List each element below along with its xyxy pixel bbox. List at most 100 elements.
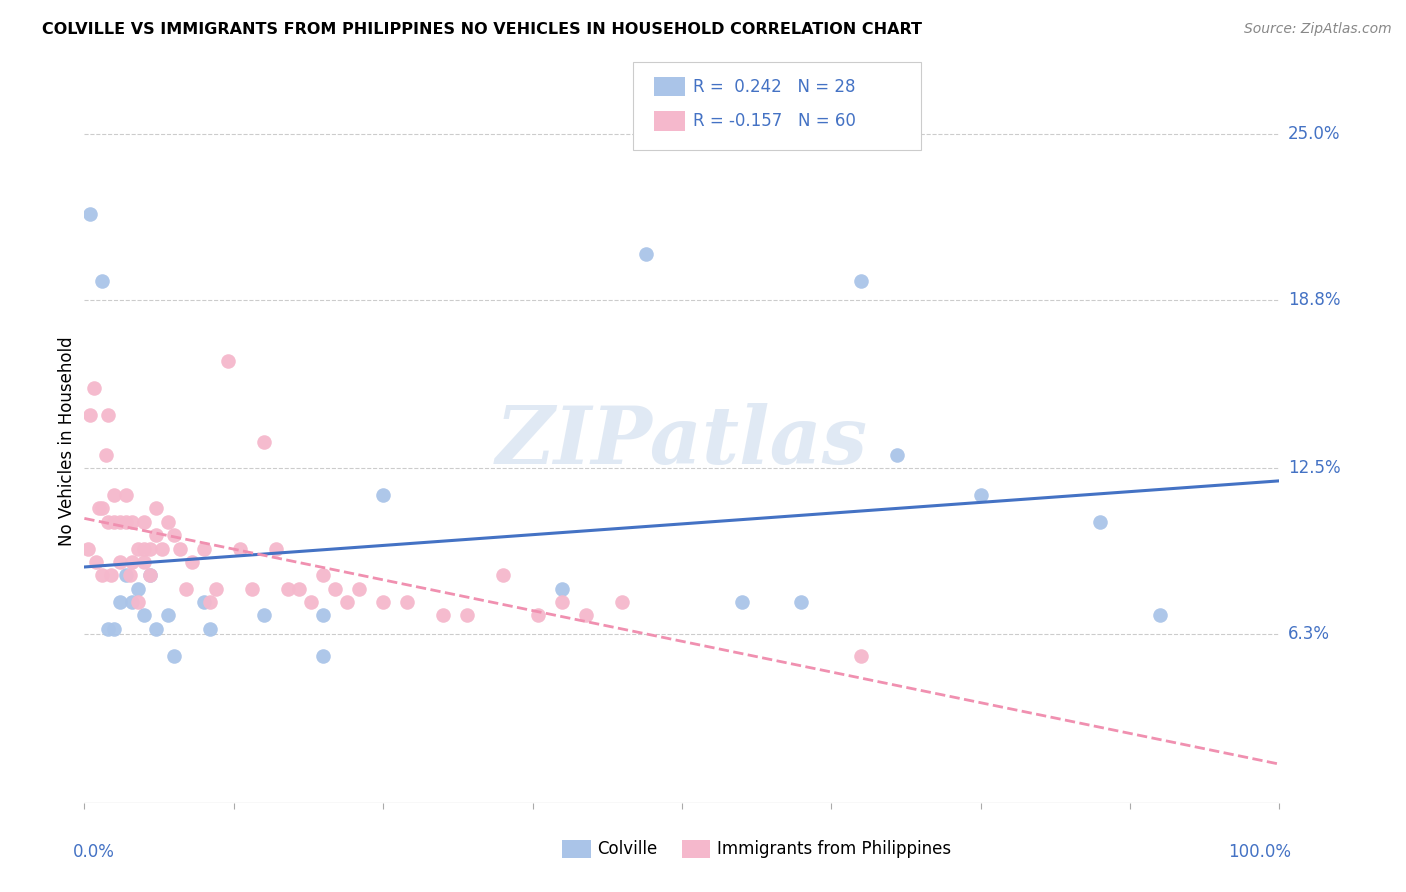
Text: COLVILLE VS IMMIGRANTS FROM PHILIPPINES NO VEHICLES IN HOUSEHOLD CORRELATION CHA: COLVILLE VS IMMIGRANTS FROM PHILIPPINES … xyxy=(42,22,922,37)
Point xyxy=(288,582,311,596)
Text: 6.3%: 6.3% xyxy=(1288,625,1330,643)
Point xyxy=(139,568,162,582)
Point xyxy=(86,555,108,569)
Text: R =  0.242   N = 28: R = 0.242 N = 28 xyxy=(693,78,856,95)
Text: 18.8%: 18.8% xyxy=(1288,291,1340,309)
Point xyxy=(373,595,395,609)
Point xyxy=(110,515,132,529)
Point xyxy=(139,541,162,556)
Point xyxy=(492,568,515,582)
Point xyxy=(851,274,873,288)
Point xyxy=(163,528,186,542)
Point xyxy=(79,207,101,221)
Point xyxy=(193,595,215,609)
Text: 100.0%: 100.0% xyxy=(1229,843,1292,861)
Point xyxy=(103,622,125,636)
Point xyxy=(115,515,138,529)
Point xyxy=(94,448,117,462)
Point xyxy=(127,541,149,556)
Point xyxy=(121,595,143,609)
Text: R = -0.157   N = 60: R = -0.157 N = 60 xyxy=(693,112,856,130)
Point xyxy=(336,595,359,609)
Point xyxy=(121,555,143,569)
Point xyxy=(325,582,347,596)
Point xyxy=(174,582,197,596)
Point xyxy=(169,541,191,556)
Text: 25.0%: 25.0% xyxy=(1288,125,1340,143)
Point xyxy=(91,274,114,288)
Point xyxy=(312,648,335,663)
Point xyxy=(97,408,120,422)
Point xyxy=(636,247,658,261)
Point xyxy=(193,541,215,556)
Point xyxy=(115,488,138,502)
Point xyxy=(970,488,993,502)
Point xyxy=(198,622,221,636)
Point xyxy=(163,648,186,663)
Point xyxy=(181,555,204,569)
Point xyxy=(132,515,156,529)
Point xyxy=(110,595,132,609)
Point xyxy=(1149,608,1171,623)
Point xyxy=(79,408,101,422)
Point xyxy=(551,582,574,596)
Point xyxy=(312,568,335,582)
Y-axis label: No Vehicles in Household: No Vehicles in Household xyxy=(58,336,76,547)
Point xyxy=(396,595,419,609)
Point xyxy=(575,608,598,623)
Point xyxy=(145,622,167,636)
Point xyxy=(157,515,180,529)
Point xyxy=(91,568,114,582)
Point xyxy=(373,488,395,502)
Point xyxy=(145,528,167,542)
Point xyxy=(118,568,141,582)
Text: ZIPatlas: ZIPatlas xyxy=(496,403,868,480)
Text: Immigrants from Philippines: Immigrants from Philippines xyxy=(717,840,952,858)
Point xyxy=(100,568,122,582)
Point xyxy=(264,541,287,556)
Point xyxy=(87,501,110,516)
Point xyxy=(527,608,550,623)
Point xyxy=(456,608,478,623)
Point xyxy=(217,354,239,368)
Point xyxy=(312,608,335,623)
Point xyxy=(731,595,754,609)
Point xyxy=(198,595,221,609)
Point xyxy=(139,568,162,582)
Point xyxy=(790,595,813,609)
Point xyxy=(432,608,454,623)
Point xyxy=(127,582,149,596)
Point xyxy=(253,608,276,623)
Point xyxy=(91,501,114,516)
Point xyxy=(229,541,252,556)
Point xyxy=(1090,515,1112,529)
Point xyxy=(121,515,143,529)
Text: 0.0%: 0.0% xyxy=(73,843,114,861)
Point xyxy=(551,595,574,609)
Point xyxy=(132,555,156,569)
Point xyxy=(127,595,149,609)
Text: Colville: Colville xyxy=(598,840,658,858)
Text: Source: ZipAtlas.com: Source: ZipAtlas.com xyxy=(1244,22,1392,37)
Point xyxy=(103,515,125,529)
Point xyxy=(240,582,263,596)
Point xyxy=(110,555,132,569)
Point xyxy=(301,595,323,609)
Point xyxy=(132,541,156,556)
Point xyxy=(253,434,276,449)
Point xyxy=(97,622,120,636)
Point xyxy=(132,608,156,623)
Point xyxy=(103,488,125,502)
Point xyxy=(349,582,371,596)
Point xyxy=(97,515,120,529)
Point xyxy=(205,582,228,596)
Point xyxy=(157,608,180,623)
Point xyxy=(886,448,908,462)
Point xyxy=(277,582,299,596)
Text: 12.5%: 12.5% xyxy=(1288,459,1340,477)
Point xyxy=(83,381,105,395)
Point xyxy=(145,501,167,516)
Point xyxy=(150,541,173,556)
Point xyxy=(612,595,634,609)
Point xyxy=(851,648,873,663)
